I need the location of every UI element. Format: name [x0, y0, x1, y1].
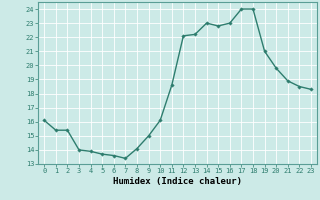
X-axis label: Humidex (Indice chaleur): Humidex (Indice chaleur)	[113, 177, 242, 186]
